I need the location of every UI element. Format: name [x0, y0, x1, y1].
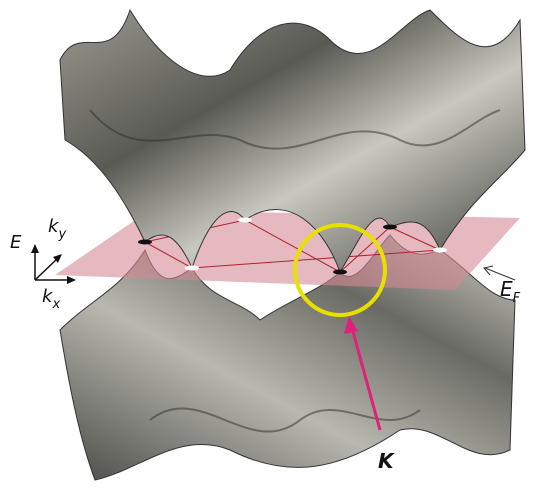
label-base: E — [10, 232, 22, 253]
kx-axis-label: kx — [42, 286, 60, 312]
energy-axis-label: E — [10, 232, 22, 253]
label-base: E — [500, 277, 513, 301]
label-sub: y — [57, 227, 66, 242]
label-sub: x — [51, 297, 60, 312]
axes-glyph — [31, 244, 76, 284]
band-structure-figure: E ky kx EF K — [0, 0, 540, 494]
k-point-label: K — [378, 449, 395, 473]
label-sub: F — [513, 291, 521, 306]
ky-axis-label: ky — [48, 216, 66, 242]
